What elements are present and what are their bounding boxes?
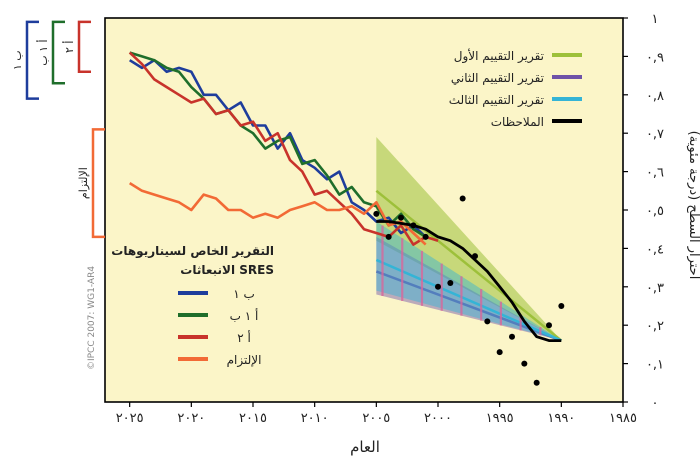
sres-legend-subtitle: الانبعاثات SRES [180,263,274,277]
sres-legend-title: التقرير الخاص لسيناريوهات [111,244,274,259]
x-tick-label: ١٩٨٥ [609,411,637,426]
observed-point [435,283,441,290]
sres-legend-label: ب ١ [233,287,255,301]
range-bracket-label: أ ٢ [62,41,76,53]
observed-point [509,333,515,340]
observed-smoothed-line [376,220,562,343]
observed-point [385,233,392,240]
range-bracket-label: ب ١ [11,50,24,70]
y-tick-label: ٠,٨ [646,89,664,104]
legend-label: تقرير التقييم الثاني [451,71,544,86]
legend-label: تقرير التقييم الثالث [449,93,544,108]
scenario-series [128,51,439,246]
legend-assessments: تقرير التقييم الأول تقرير التقييم الثاني ت… [449,48,582,129]
fan-2-band [376,236,562,341]
y-tick-label: ٠,٦ [646,166,664,181]
observed-point [447,279,454,286]
range-bracket [25,20,39,100]
x-tick-label: ٢٠٠٠ [424,411,452,426]
observed-point [373,210,380,217]
y-tick-label: ٠,٣ [646,281,664,296]
x-tick-label: ٢٠١٥ [239,411,267,426]
legend-sres: التقرير الخاص لسيناريوهات الانبعاثات SRES… [111,244,274,368]
y-tick-label: ٠,٤ [646,242,664,257]
y-tick-label: ٠,٩ [646,50,664,65]
observed-point [521,360,528,367]
observations [373,195,565,386]
sres-legend-label: أ ١ ب [230,308,259,323]
x-axis-label: العام [350,438,380,456]
assessment-fans [375,137,563,342]
range-bracket-label: أ ١ ب [36,39,50,65]
range-brackets: أ ٢ أ ١ ب ب ١ الإلتزام [11,20,105,239]
range-bracket [77,20,91,74]
range-bracket [91,128,105,239]
y-tick-label: ٠,١ [646,358,664,373]
observed-point [398,214,404,221]
observed-point [459,195,466,202]
y-tick-label: ٠,٢ [646,319,664,334]
y-tick-label: ١ [652,12,659,27]
x-tick-label: ١٩٩٠ [547,411,575,426]
series-line-2 [129,51,427,239]
y-tick-label: ٠,٥ [646,204,664,219]
range-bracket [51,20,65,85]
y-axis-label: احترار السطح (درجة مئوية) [686,131,700,280]
observed-point [533,379,540,386]
x-tick-label: ١٩٩٥ [486,411,514,426]
observed-point [472,253,478,260]
y-tick-label: ٠,٧ [646,127,664,142]
series-line-4 [129,181,427,246]
fan-1-center-line [375,189,563,342]
observed-point [484,318,491,325]
fan-3-band [376,221,562,341]
x-tick-label: ٢٠١٠ [301,411,329,426]
x-tick-label: ٢٠٢٠ [177,411,205,426]
observed-point [546,322,552,329]
observed-point [422,233,429,240]
x-tick-label: ٢٠٢٥ [116,411,144,426]
observed-point [496,349,503,356]
axes: ٢٠٢٥ ٢٠٢٠ ٢٠١٥ ٢٠١٠ ٢٠٠٥ ٢٠٠٠ ١٩٩٥ ١٩٩٠ ١٩٨٥ ١ ٠,٩… [116,12,664,426]
legend-label: تقرير التقييم الأول [454,48,544,64]
credit-text: ©IPCC 2007: WG1-AR4 [87,266,97,370]
observed-point [410,222,417,229]
legend-label: الملاحظات [491,115,544,129]
range-bracket-label: الإلتزام [77,167,90,199]
y-tick-label: ٠ [652,396,659,411]
observed-point [558,303,565,309]
sres-legend-label: أ ٢ [237,330,251,345]
fan-1-band [376,137,562,341]
sres-legend-label: الإلتزام [227,353,262,368]
x-tick-label: ٢٠٠٥ [362,411,390,426]
